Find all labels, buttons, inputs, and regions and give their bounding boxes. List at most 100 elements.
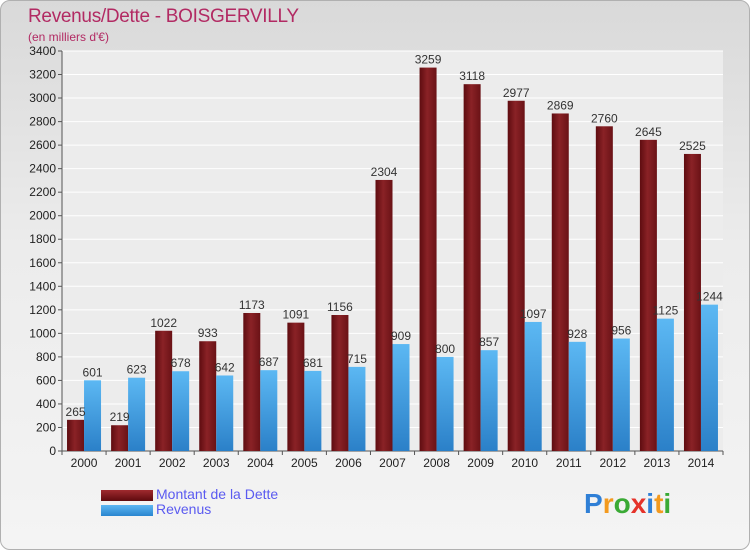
bar-revenue-2006 (348, 366, 366, 451)
label-revenue-2012: 956 (611, 324, 631, 338)
bar-debt-2012 (595, 126, 613, 451)
bar-revenue-2013 (656, 318, 674, 451)
y-tick-label: 600 (36, 373, 56, 387)
label-revenue-2000: 601 (83, 365, 103, 379)
y-tick-label: 2600 (29, 138, 56, 152)
y-tick-label: 2200 (29, 185, 56, 199)
x-tick-label: 2011 (556, 456, 582, 470)
x-tick-label: 2005 (291, 456, 318, 470)
label-revenue-2014: 1244 (696, 290, 723, 304)
x-tick-label: 2007 (379, 456, 406, 470)
x-tick-label: 2008 (423, 456, 450, 470)
label-revenue-2007: 909 (391, 329, 411, 343)
bar-revenue-2007 (392, 344, 410, 451)
y-tick-label: 2400 (29, 162, 56, 176)
legend-swatch-revenue (101, 505, 153, 516)
x-tick-label: 2009 (467, 456, 494, 470)
bar-debt-2008 (419, 67, 437, 452)
bar-revenue-2012 (612, 338, 630, 451)
bar-debt-2011 (551, 113, 569, 452)
y-tick-label: 800 (36, 350, 56, 364)
logo-letter: t (654, 488, 664, 519)
y-tick-label: 3400 (29, 44, 56, 58)
chart-title: Revenus/Dette - BOISGERVILLY (28, 6, 299, 27)
y-tick-label: 2800 (29, 115, 56, 129)
y-tick-label: 1800 (29, 232, 56, 246)
bar-debt-2013 (639, 139, 657, 451)
label-revenue-2008: 800 (435, 342, 455, 356)
bar-revenue-2005 (304, 370, 322, 451)
label-debt-2014: 2525 (679, 139, 706, 153)
label-debt-2003: 933 (198, 326, 218, 340)
bar-debt-2003 (199, 341, 217, 451)
logo-letter: i (663, 488, 672, 519)
bar-debt-2004 (243, 313, 261, 451)
bar-debt-2007 (375, 179, 393, 452)
x-tick-label: 2001 (115, 456, 142, 470)
bar-revenue-2004 (260, 370, 278, 451)
bar-debt-2014 (683, 153, 701, 452)
logo-letter: r (602, 488, 614, 519)
x-tick-label: 2002 (159, 456, 186, 470)
y-tick-label: 1400 (29, 279, 56, 293)
y-tick-label: 2000 (29, 209, 56, 223)
bar-revenue-2002 (172, 371, 190, 451)
bar-revenue-2011 (568, 341, 586, 451)
bar-revenue-2000 (84, 380, 102, 451)
label-revenue-2009: 857 (479, 335, 499, 349)
x-tick-label: 2010 (511, 456, 538, 470)
label-revenue-2013: 1125 (652, 304, 678, 318)
y-tick-label: 400 (36, 397, 56, 411)
bar-revenue-2001 (128, 377, 146, 451)
x-tick-label: 2006 (335, 456, 362, 470)
bar-debt-2000 (67, 419, 85, 451)
logo-letter: i (646, 488, 655, 519)
bar-debt-2001 (111, 425, 129, 451)
logo-letter: x (630, 488, 647, 519)
legend-label-debt: Montant de la Dette (156, 486, 279, 502)
y-tick-label: 200 (36, 420, 56, 434)
label-revenue-2006: 715 (347, 352, 367, 366)
label-revenue-2001: 623 (127, 363, 147, 377)
bar-debt-2009 (463, 84, 481, 452)
bar-revenue-2003 (216, 375, 234, 451)
y-tick-label: 1000 (29, 326, 56, 340)
x-tick-label: 2014 (688, 456, 715, 470)
y-tick-label: 3200 (29, 68, 56, 82)
y-tick-label: 0 (49, 444, 56, 458)
label-revenue-2004: 687 (259, 355, 279, 369)
label-revenue-2002: 678 (171, 356, 191, 370)
bar-revenue-2009 (480, 350, 498, 451)
label-revenue-2010: 1097 (520, 307, 547, 321)
label-debt-2009: 3118 (459, 69, 485, 83)
bar-revenue-2010 (524, 321, 542, 451)
bar-debt-2005 (287, 322, 305, 451)
bar-revenue-2008 (436, 356, 454, 451)
proxiti-logo: Proxiti (584, 488, 671, 520)
label-debt-2010: 2977 (503, 86, 530, 100)
y-tick-label: 1600 (29, 256, 56, 270)
x-tick-label: 2003 (203, 456, 230, 470)
bar-revenue-2014 (700, 304, 718, 451)
label-debt-2000: 265 (66, 405, 86, 419)
label-debt-2008: 3259 (415, 53, 442, 67)
logo-letter: o (613, 488, 631, 519)
bar-debt-2006 (331, 315, 349, 451)
label-debt-2011: 2869 (547, 98, 574, 112)
bar-debt-2010 (507, 100, 525, 451)
label-revenue-2003: 642 (215, 360, 235, 374)
label-revenue-2011: 928 (567, 327, 587, 341)
label-debt-2006: 1156 (327, 300, 353, 314)
label-debt-2001: 219 (110, 410, 130, 424)
legend-label-revenue: Revenus (156, 501, 212, 517)
logo-letter: P (584, 488, 603, 519)
label-debt-2007: 2304 (371, 165, 398, 179)
x-tick-label: 2012 (599, 456, 626, 470)
x-tick-label: 2004 (247, 456, 274, 470)
chart-subtitle: (en milliers d'€) (28, 30, 109, 44)
y-tick-label: 3000 (29, 91, 56, 105)
y-tick-label: 1200 (29, 303, 56, 317)
x-tick-label: 2000 (71, 456, 98, 470)
